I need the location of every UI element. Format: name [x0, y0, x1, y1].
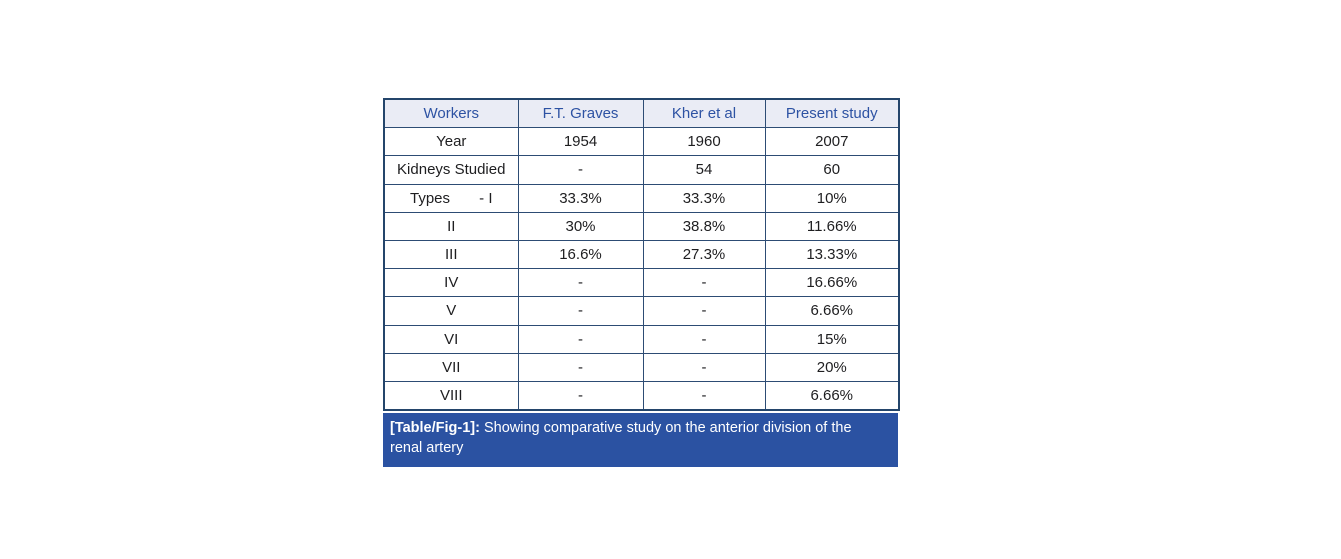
table-row: Kidneys Studied - 54 60 [383, 155, 900, 185]
table-cell: 11.66% [764, 211, 900, 241]
column-header-graves: F.T. Graves [517, 98, 644, 129]
table-cell: - [517, 296, 644, 326]
table-cell: - [517, 155, 644, 185]
comparative-study-table: Workers F.T. Graves Kher et al Present s… [383, 98, 900, 412]
row-label: V [383, 296, 519, 326]
table-row: Types - I 33.3% 33.3% 10% [383, 183, 900, 213]
column-header-kher: Kher et al [642, 98, 766, 129]
table-cell: 1960 [642, 127, 766, 157]
table-cell: 2007 [764, 127, 900, 157]
table-cell: - [517, 324, 644, 354]
table-cell: - [642, 296, 766, 326]
table-cell: 1954 [517, 127, 644, 157]
table-cell: 54 [642, 155, 766, 185]
table-fig-1: Workers F.T. Graves Kher et al Present s… [383, 98, 900, 468]
row-label: VI [383, 324, 519, 354]
table-cell: 6.66% [764, 296, 900, 326]
table-cell: 30% [517, 211, 644, 241]
caption-line-2: renal artery [390, 440, 464, 457]
table-cell: 10% [764, 183, 900, 213]
table-row: II 30% 38.8% 11.66% [383, 211, 900, 241]
row-label: VII [383, 352, 519, 382]
row-label: Kidneys Studied [383, 155, 519, 185]
column-header-workers: Workers [383, 98, 519, 129]
table-cell: - [642, 324, 766, 354]
caption-line-1: [Table/Fig-1]: Showing comparative study… [390, 420, 852, 436]
row-label: II [383, 211, 519, 241]
table-caption: [Table/Fig-1]: Showing comparative study… [383, 413, 898, 468]
table-row: VII - - 20% [383, 352, 900, 382]
table-cell: 60 [764, 155, 900, 185]
table-cell: 6.66% [764, 380, 900, 411]
table-cell: - [517, 268, 644, 298]
table-header-row: Workers F.T. Graves Kher et al Present s… [383, 98, 900, 129]
caption-prefix: [Table/Fig-1]: [390, 420, 480, 437]
table-cell: - [517, 352, 644, 382]
table-cell: 33.3% [517, 183, 644, 213]
column-header-present: Present study [764, 98, 900, 129]
table-row: VI - - 15% [383, 324, 900, 354]
table-cell: 38.8% [642, 211, 766, 241]
table-row: V - - 6.66% [383, 296, 900, 326]
table-cell: 16.6% [517, 239, 644, 270]
table-cell: - [642, 352, 766, 382]
row-label: Year [383, 127, 519, 157]
table-cell: 16.66% [764, 268, 900, 298]
table-cell: 13.33% [764, 239, 900, 270]
table-row: IV - - 16.66% [383, 268, 900, 298]
table-cell: - [642, 268, 766, 298]
table-cell: 33.3% [642, 183, 766, 213]
table-row: VIII - - 6.66% [383, 380, 900, 411]
row-label: Types - I [383, 183, 519, 213]
table-cell: - [642, 380, 766, 411]
row-label: IV [383, 268, 519, 298]
table-cell: 15% [764, 324, 900, 354]
table-cell: 20% [764, 352, 900, 382]
table-row: Year 1954 1960 2007 [383, 127, 900, 157]
table-cell: 27.3% [642, 239, 766, 270]
table-row: III 16.6% 27.3% 13.33% [383, 239, 900, 270]
table-cell: - [517, 380, 644, 411]
caption-text: Showing comparative study on the anterio… [483, 420, 852, 437]
row-label: VIII [383, 380, 519, 411]
row-label: III [383, 239, 519, 270]
